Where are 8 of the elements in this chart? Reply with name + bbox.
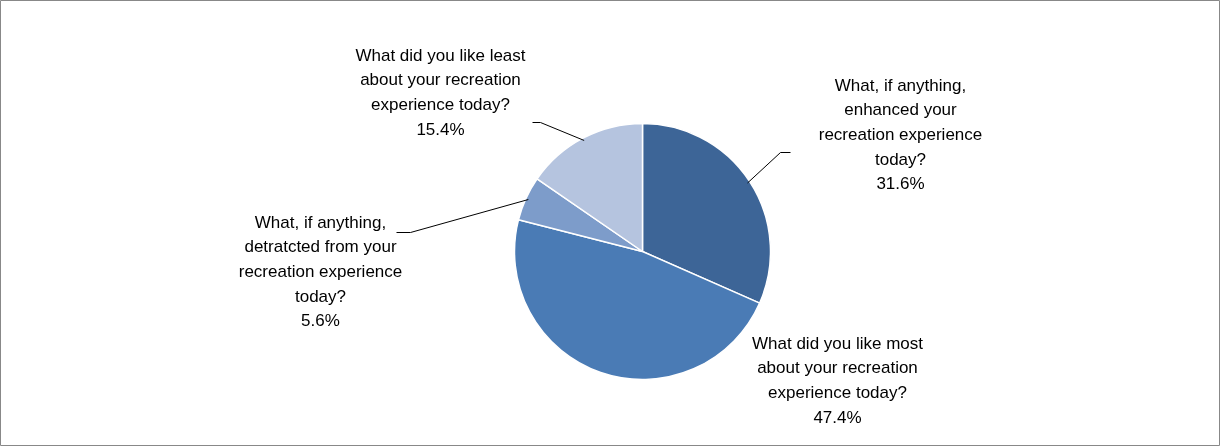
- slice-label: What, if anything, detratcted from your recreation experience today?: [238, 212, 403, 306]
- slice-label: What did you like most about your recreation experience today?: [751, 333, 924, 402]
- data-label: 47.4%: [813, 407, 862, 427]
- data-label: 15.4%: [416, 119, 465, 139]
- data-label: 5.6%: [301, 311, 340, 331]
- data-label: 31.6%: [876, 174, 925, 194]
- slice-label: What did you like least about your recreation experience today?: [355, 45, 526, 114]
- slice-label: What, if anything, enhanced your recreation experience today?: [818, 75, 983, 169]
